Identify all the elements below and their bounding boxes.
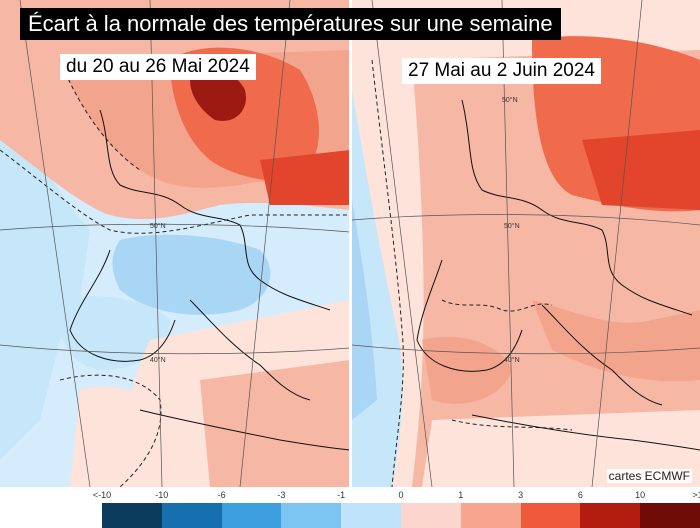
- legend-tick-label: 3: [518, 490, 524, 500]
- anomaly-map-right: 50°N 50°N 40°N: [352, 0, 700, 487]
- legend-tick-label: 10: [635, 490, 646, 500]
- grid-label-50n: 50°N: [150, 222, 166, 230]
- legend-swatch: [341, 503, 401, 528]
- panel-divider: [349, 0, 352, 487]
- legend-swatch: [580, 503, 641, 528]
- grid-label-50n-right: 50°N: [504, 222, 520, 230]
- legend-tick-label: -6: [217, 490, 226, 500]
- legend-swatch: [221, 503, 282, 528]
- legend-tick-label: -10: [155, 490, 169, 500]
- legend-tick-label: >10: [692, 490, 700, 500]
- legend-swatch: [102, 503, 162, 528]
- period-label-right: 27 Mai au 2 Juin 2024: [402, 58, 601, 84]
- credit-label: cartes ECMWF: [606, 469, 692, 483]
- legend-swatch: [640, 503, 700, 528]
- legend-tick-label: 1: [458, 490, 464, 500]
- legend-swatch: [161, 503, 222, 528]
- grid-label-50n-top: 50°N: [502, 96, 518, 104]
- legend-swatch: [460, 503, 521, 528]
- legend-color-bar: [102, 503, 700, 528]
- legend-swatch: [400, 503, 461, 528]
- grid-label-40n: 40°N: [150, 356, 166, 364]
- anomaly-map-left: 50°N 40°N: [0, 0, 350, 487]
- legend-swatch: [520, 503, 581, 528]
- map-panel-left: 50°N 40°N: [0, 0, 350, 487]
- map-title: Écart à la normale des températures sur …: [20, 8, 561, 40]
- legend-tick-label: <-10: [92, 490, 112, 500]
- legend-swatch: [281, 503, 342, 528]
- legend-tick-label: -3: [277, 490, 286, 500]
- legend-tick-label: 6: [577, 490, 583, 500]
- map-panel-right: 50°N 50°N 40°N: [352, 0, 700, 487]
- legend-tick-label: 0: [398, 490, 404, 500]
- grid-label-40n-right: 40°N: [504, 356, 520, 364]
- period-label-left: du 20 au 26 Mai 2024: [60, 54, 256, 80]
- legend-tick-label: -1: [337, 490, 346, 500]
